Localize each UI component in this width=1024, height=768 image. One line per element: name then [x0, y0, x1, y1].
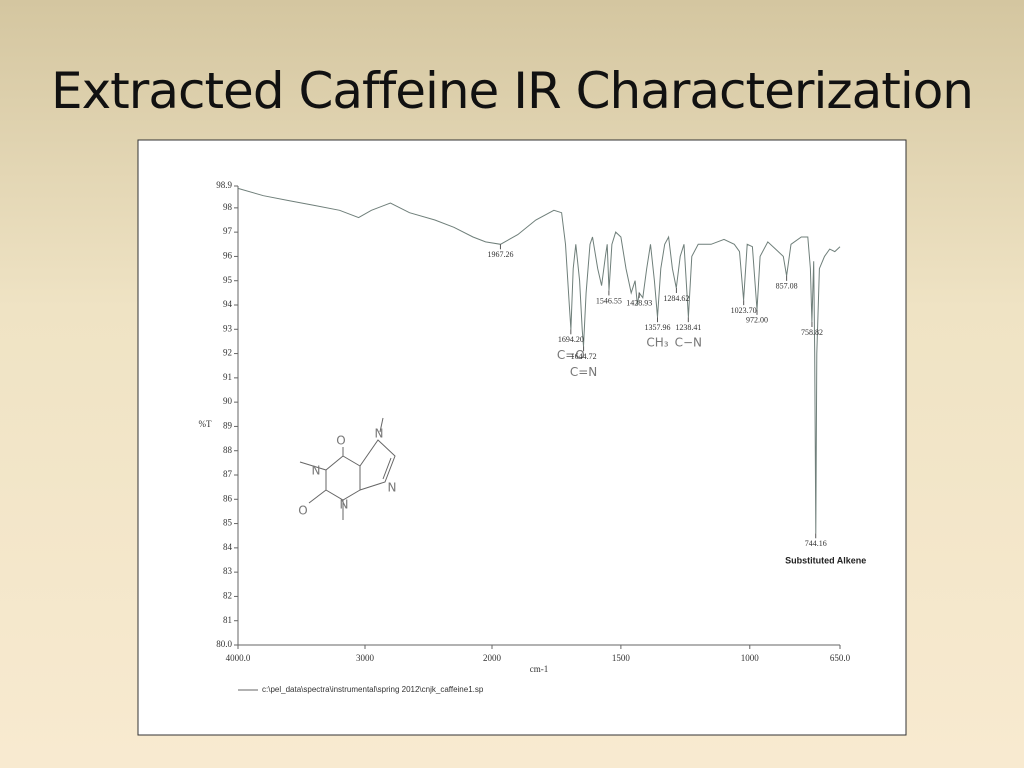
slide-title: Extracted Caffeine IR Characterization [50, 62, 974, 120]
atom-label: N [375, 427, 384, 441]
peak-label: 1546.55 [596, 296, 622, 305]
peak-label: 1967.26 [487, 250, 513, 259]
peak-label: 857.08 [776, 282, 798, 291]
peak-label: 1284.62 [663, 294, 689, 303]
x-axis-label: cm-1 [530, 664, 549, 674]
y-tick-label: 92 [223, 348, 232, 358]
peak-label: 1023.70 [731, 306, 757, 315]
x-tick-label: 4000.0 [226, 653, 251, 663]
peak-label: 1428.93 [626, 299, 652, 308]
y-tick-label: 98 [223, 202, 233, 212]
peak-label: 1238.41 [675, 323, 701, 332]
y-axis-label: %T [199, 419, 212, 429]
handwritten-note: C=O [557, 348, 585, 362]
footer-path: c:\pel_data\spectra\instrumental\spring … [262, 685, 484, 694]
spectrum-line [237, 187, 841, 534]
handwritten-note: C=N [570, 365, 597, 379]
y-tick-label: 81 [223, 615, 232, 625]
x-tick-label: 1000 [741, 653, 760, 663]
x-tick-label: 2000 [483, 653, 502, 663]
peak-label: 1644.72 [571, 352, 597, 361]
y-tick-label: 89 [223, 420, 233, 430]
y-tick-label: 96 [223, 250, 233, 260]
y-tick-label: 91 [223, 372, 232, 382]
peak-label: 758.82 [801, 328, 823, 337]
y-tick-label: 80.0 [216, 639, 232, 649]
y-tick-label: 87 [223, 469, 233, 479]
handwritten-note: C−N [675, 336, 702, 350]
peak-assignment: Substituted Alkene [785, 556, 866, 566]
caffeine-structure [299, 417, 396, 520]
x-tick-label: 650.0 [830, 653, 851, 663]
y-tick-label: 95 [223, 275, 233, 285]
spectrum-sheet [137, 139, 907, 736]
y-tick-label: 82 [223, 590, 232, 600]
y-tick-label: 90 [223, 396, 233, 406]
atom-label: N [340, 498, 349, 512]
x-tick-label: 3000 [356, 653, 375, 663]
y-tick-label: 83 [223, 566, 233, 576]
y-tick-label: 94 [223, 299, 233, 309]
y-tick-label: 97 [223, 226, 233, 236]
y-tick-label: 93 [223, 323, 233, 333]
y-tick-label: 88 [223, 445, 233, 455]
x-tick-label: 1500 [612, 653, 631, 663]
peak-label: 972.00 [746, 316, 768, 325]
y-tick-label: 86 [223, 493, 233, 503]
peak-label: 1357.96 [645, 323, 671, 332]
y-tick-label: 98.9 [216, 180, 232, 190]
peak-label: 1694.20 [558, 335, 584, 344]
atom-label: N [312, 464, 321, 478]
atom-label: O [298, 504, 307, 518]
y-tick-label: 85 [223, 518, 233, 528]
handwritten-note: CH₃ [646, 336, 668, 350]
atom-label: O [336, 434, 345, 448]
peak-label: 744.16 [805, 539, 827, 548]
atom-label: N [388, 481, 397, 495]
y-tick-label: 84 [223, 542, 233, 552]
